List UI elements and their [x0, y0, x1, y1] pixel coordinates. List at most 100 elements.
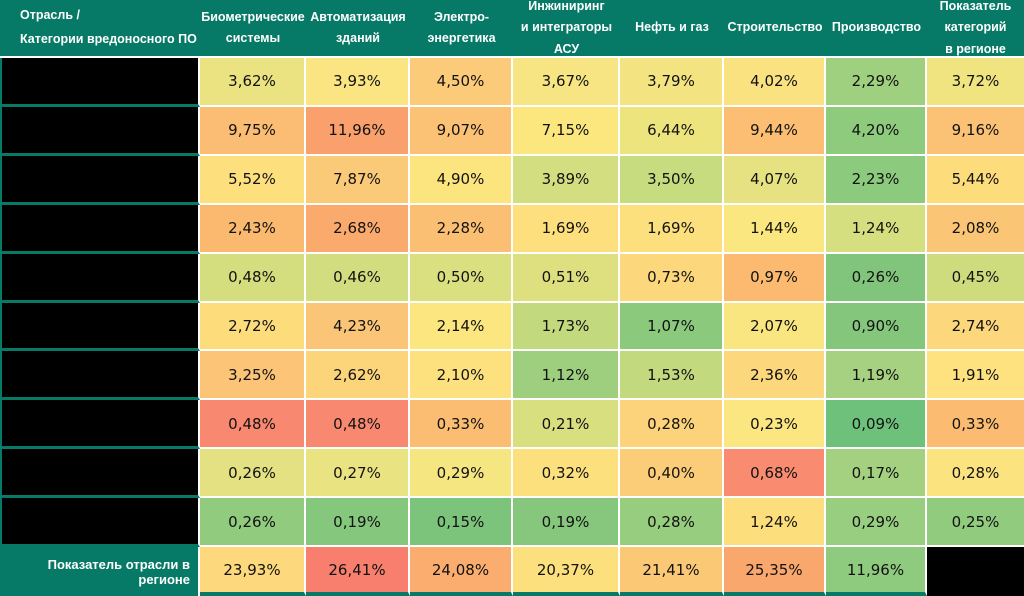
- heatmap-cell: 0,23%: [724, 400, 826, 450]
- heatmap-cell: 0,17%: [826, 449, 927, 499]
- heatmap-cell: 5,52%: [200, 155, 306, 205]
- heatmap-cell: 2,43%: [200, 204, 306, 254]
- heatmap-cell: 6,44%: [620, 106, 724, 156]
- heatmap-cell: 0,33%: [410, 400, 513, 450]
- heatmap-cell: 3,67%: [513, 58, 620, 107]
- footer-label-industry-indicator: Показатель отрасли в регионе: [0, 547, 200, 596]
- heatmap-cell: 0,73%: [620, 253, 724, 303]
- heatmap-cell: 0,28%: [620, 400, 724, 450]
- heatmap-cell: 0,68%: [724, 449, 826, 499]
- row-label-redacted: [0, 58, 200, 107]
- column-header-power-energy: Электро- энергетика: [410, 0, 513, 58]
- heatmap-cell: 0,48%: [306, 400, 410, 450]
- heatmap-cell: 5,44%: [927, 155, 1024, 205]
- heatmap-cell: 1,44%: [724, 204, 826, 254]
- heatmap-cell: 0,28%: [927, 449, 1024, 499]
- footer-cell: 11,96%: [826, 547, 927, 596]
- heatmap-cell: 3,89%: [513, 155, 620, 205]
- column-header-construction: Строительство: [724, 0, 826, 58]
- heatmap-cell: 0,45%: [927, 253, 1024, 303]
- heatmap-cell: 0,27%: [306, 449, 410, 499]
- column-header-building-automation: Автоматизация зданий: [306, 0, 410, 58]
- heatmap-cell: 9,75%: [200, 106, 306, 156]
- heatmap-cell: 2,10%: [410, 351, 513, 401]
- heatmap-cell: 1,24%: [724, 498, 826, 547]
- heatmap-cell: 2,74%: [927, 302, 1024, 352]
- heatmap-cell: 0,25%: [927, 498, 1024, 547]
- heatmap-cell: 1,24%: [826, 204, 927, 254]
- heatmap-cell: 0,09%: [826, 400, 927, 450]
- heatmap-cell: 2,28%: [410, 204, 513, 254]
- footer-cell: 23,93%: [200, 547, 306, 596]
- heatmap-cell: 0,26%: [826, 253, 927, 303]
- heatmap-cell: 4,23%: [306, 302, 410, 352]
- column-header-oil-gas: Нефть и газ: [620, 0, 724, 58]
- footer-cell-redacted: [927, 547, 1024, 596]
- heatmap-cell: 4,07%: [724, 155, 826, 205]
- heatmap-cell: 2,23%: [826, 155, 927, 205]
- heatmap-cell: 3,93%: [306, 58, 410, 107]
- heatmap-cell: 9,07%: [410, 106, 513, 156]
- column-header-manufacturing: Производство: [826, 0, 927, 58]
- heatmap-cell: 3,25%: [200, 351, 306, 401]
- heatmap-cell: 1,73%: [513, 302, 620, 352]
- heatmap-cell: 4,50%: [410, 58, 513, 107]
- heatmap-cell: 7,15%: [513, 106, 620, 156]
- heatmap-cell: 2,08%: [927, 204, 1024, 254]
- heatmap-cell: 3,72%: [927, 58, 1024, 107]
- heatmap-cell: 1,07%: [620, 302, 724, 352]
- heatmap-cell: 0,29%: [826, 498, 927, 547]
- row-label-redacted: [0, 302, 200, 352]
- heatmap-cell: 0,19%: [513, 498, 620, 547]
- heatmap-cell: 4,02%: [724, 58, 826, 107]
- heatmap-cell: 9,44%: [724, 106, 826, 156]
- heatmap-cell: 0,26%: [200, 498, 306, 547]
- heatmap-cell: 0,33%: [927, 400, 1024, 450]
- heatmap-cell: 0,48%: [200, 400, 306, 450]
- heatmap-cell: 0,29%: [410, 449, 513, 499]
- row-label-redacted: [0, 106, 200, 156]
- heatmap-cell: 0,90%: [826, 302, 927, 352]
- heatmap-cell: 0,48%: [200, 253, 306, 303]
- row-label-redacted: [0, 155, 200, 205]
- footer-cell: 21,41%: [620, 547, 724, 596]
- row-label-redacted: [0, 204, 200, 254]
- corner-header: Отрасль / Категории вредоносного ПО: [0, 0, 200, 58]
- footer-cell: 24,08%: [410, 547, 513, 596]
- heatmap-cell: 2,68%: [306, 204, 410, 254]
- heatmap-cell: 2,29%: [826, 58, 927, 107]
- heatmap-cell: 3,79%: [620, 58, 724, 107]
- heatmap-cell: 4,90%: [410, 155, 513, 205]
- row-label-redacted: [0, 400, 200, 450]
- column-header-region-category-indicator: Показатель категорий в регионе: [927, 0, 1024, 58]
- heatmap-cell: 0,32%: [513, 449, 620, 499]
- heatmap-cell: 1,69%: [620, 204, 724, 254]
- heatmap-cell: 2,07%: [724, 302, 826, 352]
- heatmap-cell: 9,16%: [927, 106, 1024, 156]
- heatmap-cell: 1,12%: [513, 351, 620, 401]
- row-label-redacted: [0, 351, 200, 401]
- row-label-redacted: [0, 498, 200, 547]
- footer-cell: 26,41%: [306, 547, 410, 596]
- row-label-redacted: [0, 449, 200, 499]
- heatmap-cell: 0,40%: [620, 449, 724, 499]
- heatmap-cell: 0,51%: [513, 253, 620, 303]
- heatmap-cell: 0,97%: [724, 253, 826, 303]
- heatmap-cell: 1,69%: [513, 204, 620, 254]
- footer-cell: 20,37%: [513, 547, 620, 596]
- heatmap-cell: 0,46%: [306, 253, 410, 303]
- heatmap-cell: 0,15%: [410, 498, 513, 547]
- heatmap-cell: 0,21%: [513, 400, 620, 450]
- heatmap-cell: 3,62%: [200, 58, 306, 107]
- heatmap-cell: 0,19%: [306, 498, 410, 547]
- heatmap-cell: 2,14%: [410, 302, 513, 352]
- heatmap-cell: 0,50%: [410, 253, 513, 303]
- heatmap-cell: 0,26%: [200, 449, 306, 499]
- heatmap-cell: 11,96%: [306, 106, 410, 156]
- heatmap-cell: 1,53%: [620, 351, 724, 401]
- heatmap-cell: 2,62%: [306, 351, 410, 401]
- row-label-redacted: [0, 253, 200, 303]
- heatmap-cell: 1,19%: [826, 351, 927, 401]
- heatmap-cell: 4,20%: [826, 106, 927, 156]
- heatmap-cell: 7,87%: [306, 155, 410, 205]
